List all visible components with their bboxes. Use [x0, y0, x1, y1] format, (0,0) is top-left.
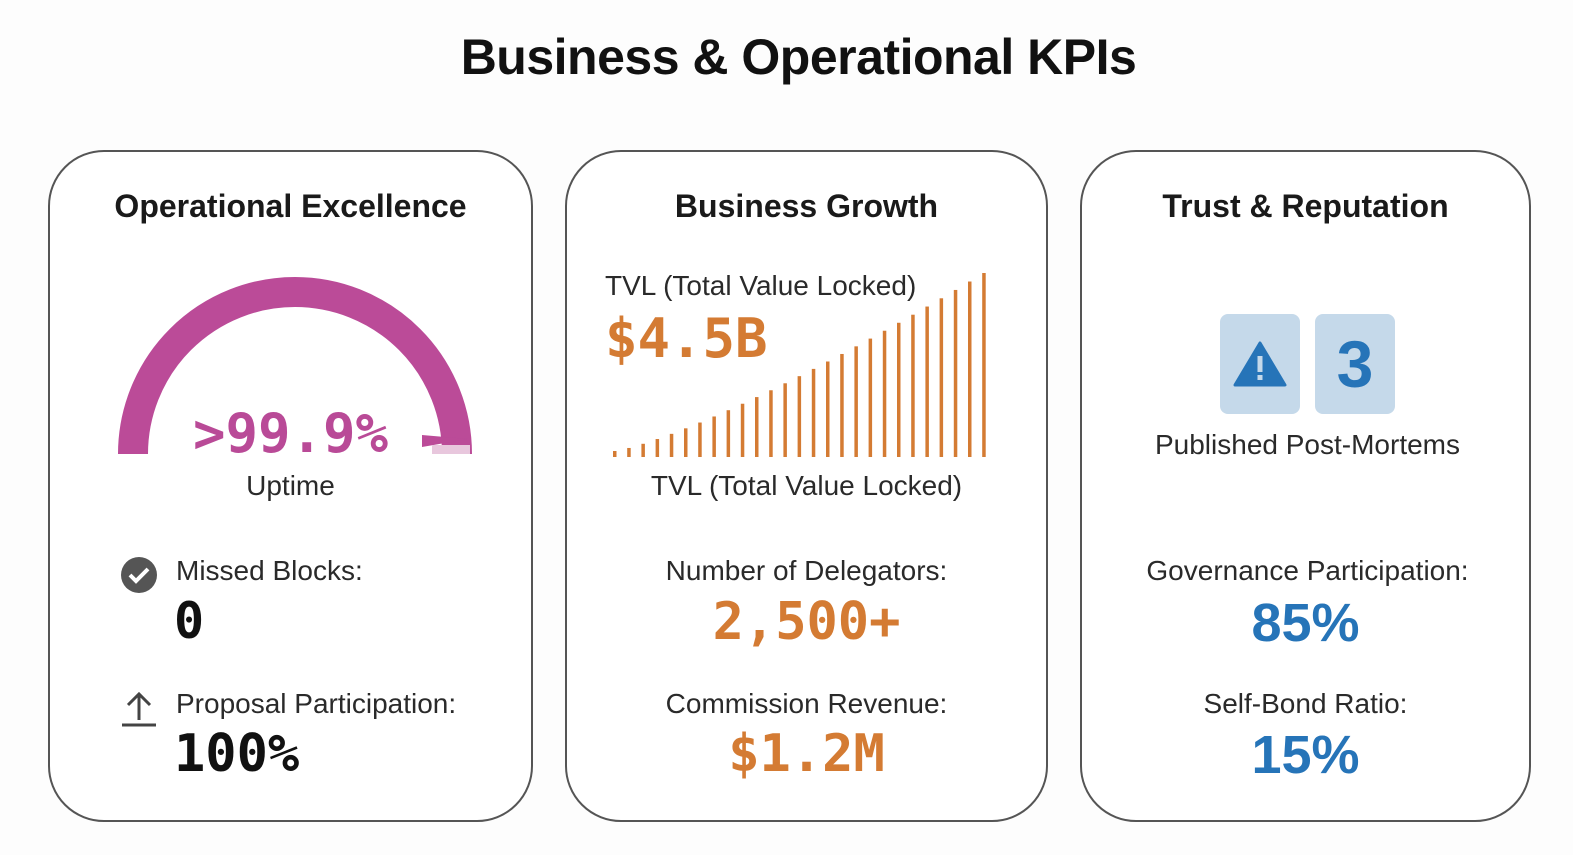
warning-tile: [1220, 314, 1300, 414]
postmortem-count-tile: 3: [1315, 314, 1395, 414]
tvl-bar: [854, 346, 858, 457]
card-heading: Trust & Reputation: [1162, 188, 1449, 224]
tvl-bar: [925, 306, 929, 457]
warning-triangle-icon: [1233, 341, 1287, 387]
missed-blocks-label: Missed Blocks:: [176, 555, 363, 586]
card-heading: Operational Excellence: [114, 188, 467, 224]
tvl-bar: [968, 281, 972, 457]
proposal-participation-value: 100%: [174, 724, 300, 784]
tvl-bar: [740, 403, 745, 457]
tvl-bar: [811, 368, 816, 457]
tvl-bar: [953, 289, 958, 457]
tvl-bar: [939, 298, 944, 457]
tvl-bar: [641, 443, 645, 457]
operational-excellence-card: Operational Excellence >99.9% Uptime Mis…: [48, 150, 533, 822]
tvl-bar: [655, 439, 660, 457]
tvl-bar: [627, 447, 631, 457]
commission-revenue-label: Commission Revenue:: [665, 688, 948, 719]
upload-arrow-icon: [122, 691, 156, 727]
governance-label: Governance Participation:: [1146, 555, 1469, 586]
tvl-bar: [826, 361, 830, 457]
tvl-bar: [669, 433, 674, 457]
postmortem-count: 3: [1336, 327, 1374, 401]
self-bond-value: 15%: [1251, 725, 1360, 785]
tvl-bar: [698, 422, 702, 457]
tvl-value: $4.5B: [605, 307, 768, 370]
missed-blocks-value: 0: [174, 592, 205, 650]
uptime-gauge: [118, 277, 472, 455]
proposal-participation-label: Proposal Participation:: [176, 688, 457, 719]
uptime-label: Uptime: [246, 470, 335, 501]
trust-reputation-card: Trust & Reputation 3 Published Post-Mort…: [1080, 150, 1531, 822]
business-growth-card: Business Growth TVL (Total Value Locked)…: [565, 150, 1048, 822]
tvl-bar: [684, 428, 688, 457]
card-heading: Business Growth: [674, 188, 939, 224]
tvl-bar: [797, 376, 802, 457]
tvl-label-bottom: TVL (Total Value Locked): [650, 470, 963, 501]
tvl-bar: [897, 322, 901, 457]
gauge-pointer-icon: [422, 435, 468, 447]
tvl-bar: [755, 397, 759, 457]
tvl-bar: [726, 410, 731, 457]
tvl-trend-bars: [613, 273, 986, 457]
governance-value: 85%: [1251, 593, 1360, 653]
tvl-bar: [882, 330, 887, 457]
tvl-bar: [868, 338, 873, 457]
tvl-bar: [840, 353, 844, 457]
tvl-bar: [783, 383, 787, 457]
tvl-bar: [769, 390, 773, 457]
tvl-label-top: TVL (Total Value Locked): [605, 270, 917, 301]
self-bond-label: Self-Bond Ratio:: [1203, 688, 1408, 719]
delegators-label: Number of Delegators:: [665, 555, 948, 586]
uptime-value: >99.9%: [192, 402, 389, 465]
tvl-bar: [712, 416, 716, 457]
page-title: Business & Operational KPIs: [460, 29, 1137, 85]
commission-revenue-value: $1.2M: [728, 724, 885, 784]
gauge-remainder: [432, 445, 470, 454]
check-circle-icon: [121, 557, 157, 593]
tvl-bar: [613, 451, 617, 457]
tvl-bar: [982, 273, 986, 457]
delegators-value: 2,500+: [712, 592, 901, 652]
gauge-arc: [118, 277, 472, 455]
postmortem-label: Published Post-Mortems: [1154, 429, 1460, 460]
tvl-bar: [911, 314, 915, 457]
